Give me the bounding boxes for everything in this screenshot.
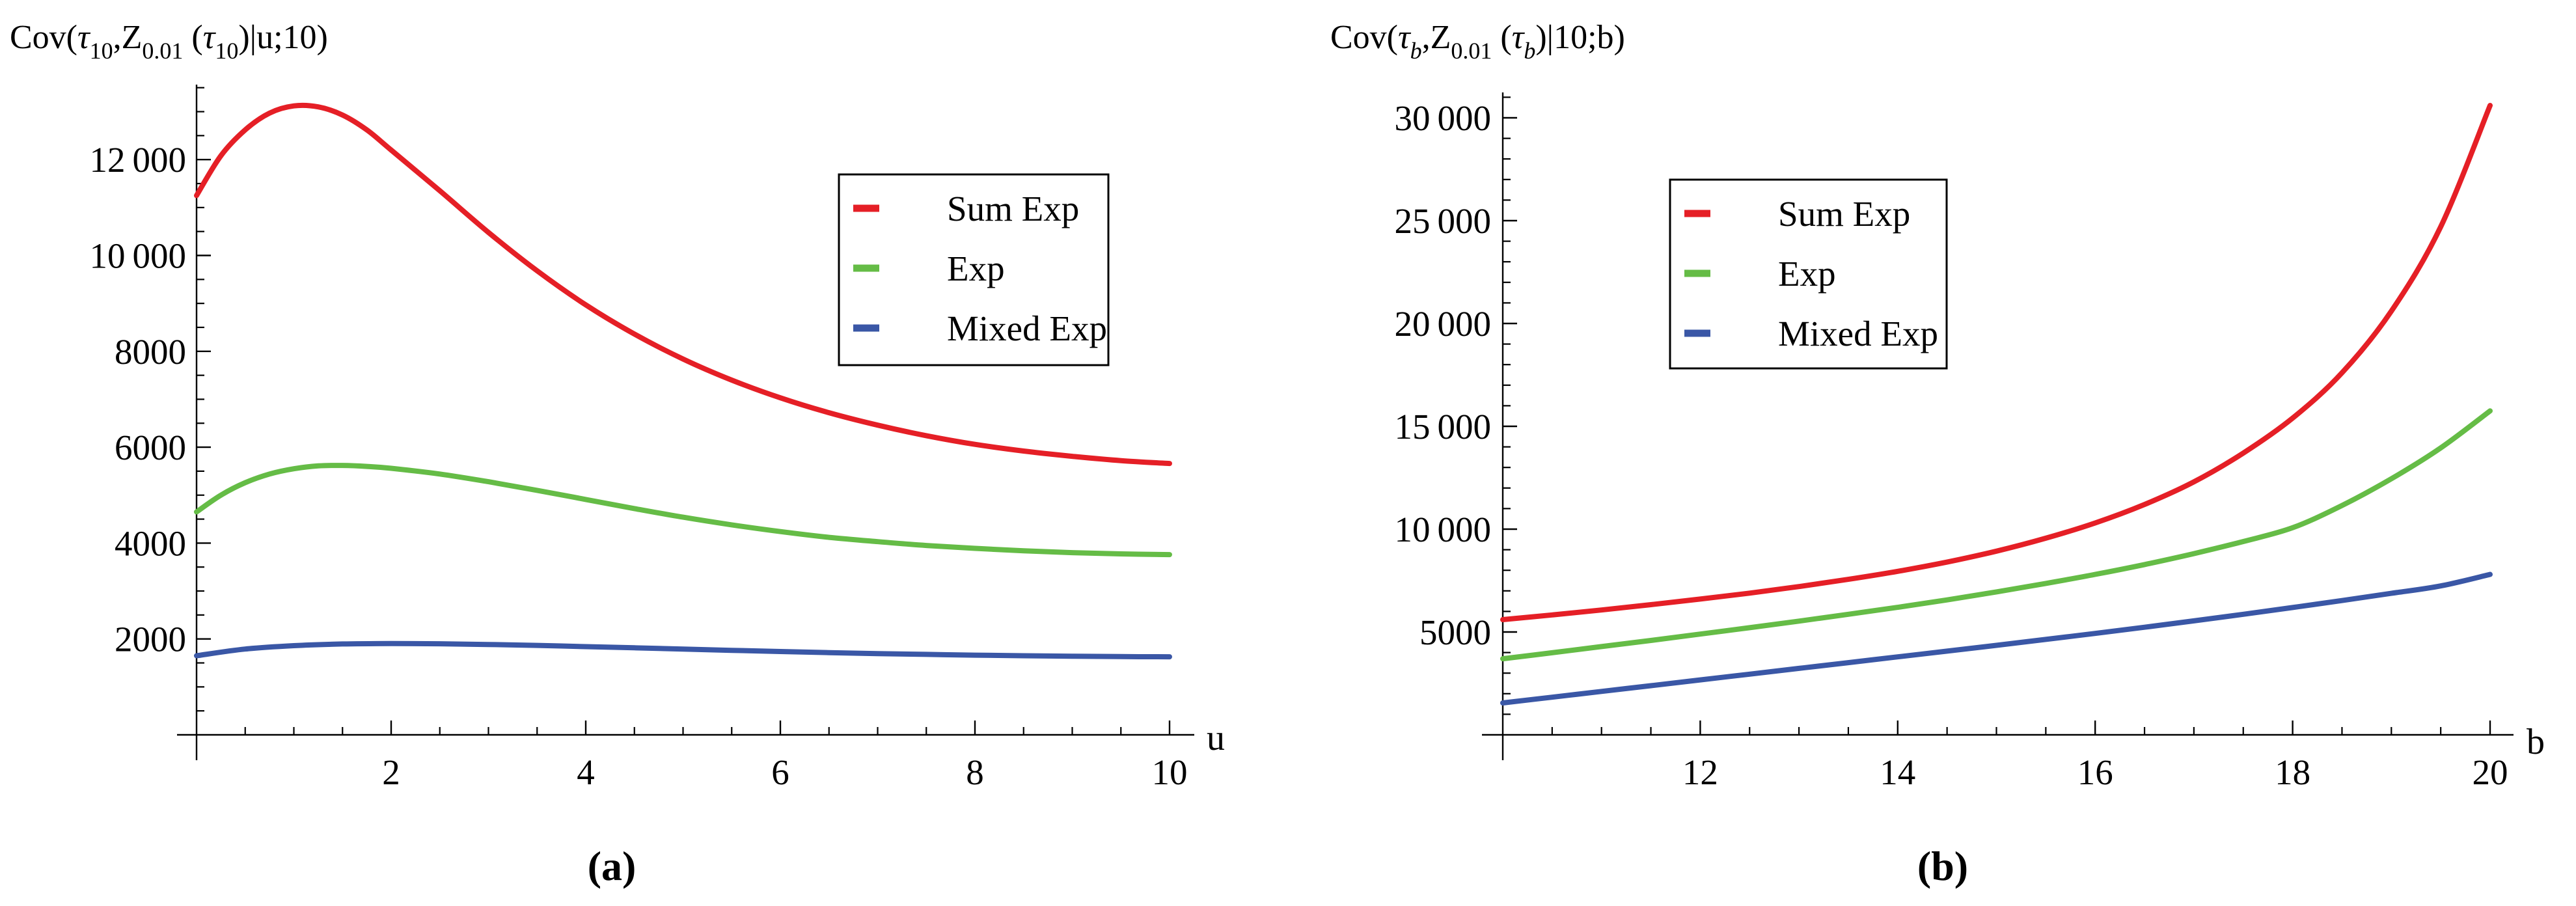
series-line-mixed-exp	[194, 640, 1172, 660]
x-tick-label: 10	[1152, 752, 1188, 792]
series-line-exp	[1500, 408, 2493, 662]
y-tick-label: 2000	[115, 620, 186, 659]
series-line-sum-exp	[194, 102, 1172, 467]
series-line-mixed-exp	[1500, 571, 2493, 706]
x-tick-label: 16	[2077, 752, 2113, 792]
caption-a: (a)	[588, 843, 637, 889]
chart-panel-b: 12 14 16 18 20 5000 10 000 15 000 20 000 25 000 30…	[1330, 19, 2545, 792]
y-tick-label: 10 000	[89, 236, 186, 276]
chart-panel-a: 2 4 6 8 10 2000 4000 6000 8000 10 000 12 000 u Cov(τ…	[10, 19, 1225, 792]
x-tick-label: 6	[771, 752, 789, 792]
chart-title: Cov(τb,Z0.01 (τb)|10;b)	[1330, 19, 1625, 64]
y-tick-label: 6000	[115, 428, 186, 467]
x-tick-label: 2	[382, 752, 400, 792]
x-tick-label: 18	[2275, 752, 2310, 792]
y-tick-label: 5000	[1419, 612, 1491, 652]
x-tick-label: 20	[2473, 752, 2508, 792]
y-tick-label: 30 000	[1394, 98, 1491, 138]
y-tick-label: 4000	[115, 523, 186, 563]
x-tick-label: 12	[1682, 752, 1718, 792]
legend: Sum Exp Exp Mixed Exp	[838, 173, 1110, 366]
legend-label: Sum Exp	[947, 189, 1079, 228]
x-axis-variable-label: b	[2527, 722, 2545, 762]
y-tick-label: 20 000	[1394, 304, 1491, 344]
legend-label: Exp	[1778, 254, 1836, 294]
x-tick-label: 14	[1880, 752, 1915, 792]
y-tick-label: 25 000	[1394, 201, 1491, 241]
y-tick-label: 8000	[115, 332, 186, 372]
y-tick-label: 15 000	[1394, 407, 1491, 446]
legend-box	[838, 173, 1110, 366]
x-tick-label: 4	[577, 752, 595, 792]
series-line-sum-exp	[1500, 103, 2493, 622]
legend-box	[1669, 178, 1948, 370]
y-tick-label: 12 000	[89, 140, 186, 180]
y-tick-label: 10 000	[1394, 510, 1491, 549]
legend-label: Exp	[947, 249, 1005, 288]
legend: Sum Exp Exp Mixed Exp	[1669, 178, 1948, 370]
caption-b: (b)	[1917, 843, 1968, 889]
legend-label: Mixed Exp	[947, 309, 1107, 348]
x-tick-label: 8	[966, 752, 984, 792]
chart-title: Cov(τ10,Z0.01 (τ10)|u;10)	[10, 19, 328, 64]
x-axis-variable-label: u	[1207, 718, 1225, 758]
series-line-exp	[194, 463, 1172, 558]
legend-label: Mixed Exp	[1778, 314, 1938, 353]
legend-label: Sum Exp	[1778, 194, 1910, 234]
